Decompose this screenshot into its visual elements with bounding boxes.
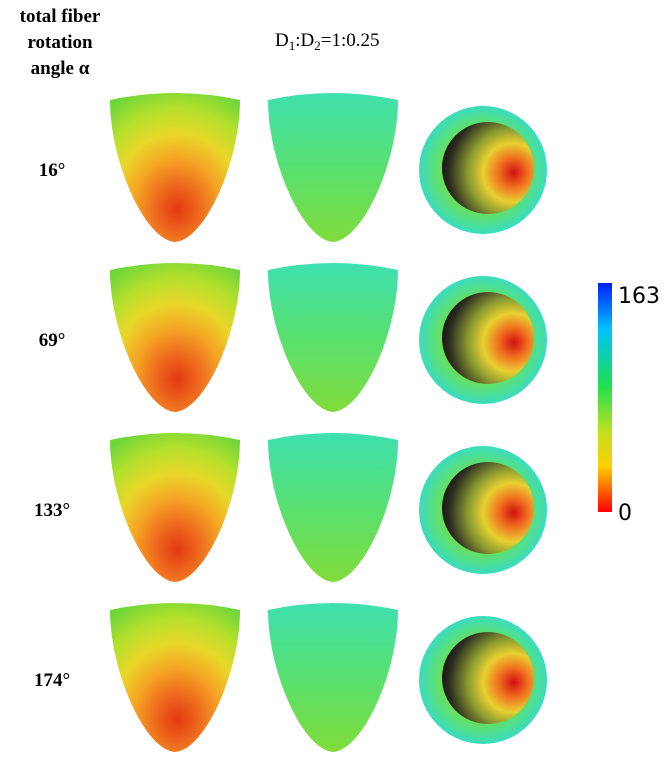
heart-side-view [268, 433, 398, 582]
heart-side-view [268, 603, 398, 752]
heart-side-view [268, 93, 398, 242]
heart-cavity [442, 292, 534, 384]
heart-cavity [442, 632, 534, 724]
heart-side-view [268, 263, 398, 412]
heart-cavity [442, 122, 534, 214]
heart-side-view [110, 433, 240, 582]
colorbar-max: 163 [618, 284, 660, 309]
axis-label: angle α [31, 58, 90, 79]
heart-side-view [110, 93, 240, 242]
row-label: 69° [39, 330, 66, 351]
axis-label: total fiber [20, 6, 101, 27]
axis-label: rotation [27, 32, 93, 53]
title: D1:D2=1:0.25 [275, 30, 379, 53]
heart-side-view [110, 263, 240, 412]
colorbar [598, 283, 612, 512]
heart-cavity [442, 462, 534, 554]
row-label: 133° [34, 500, 70, 521]
heart-side-view [110, 603, 240, 752]
row-label: 16° [39, 160, 66, 181]
colorbar-min: 0 [618, 501, 632, 526]
row-label: 174° [34, 670, 70, 691]
